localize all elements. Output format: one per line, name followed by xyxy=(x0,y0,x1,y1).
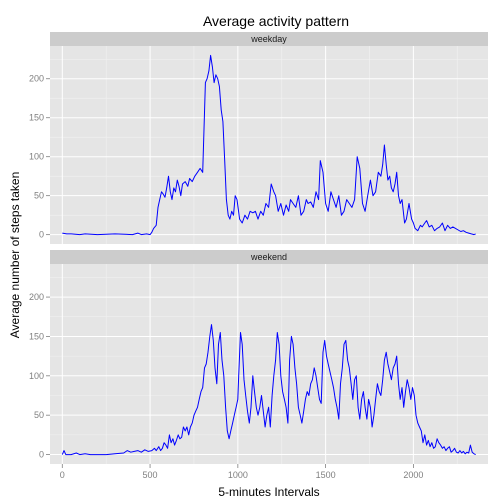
strip-weekend xyxy=(50,250,488,264)
y-tick-label: 0 xyxy=(39,450,44,460)
strip-label-weekend: weekend xyxy=(250,252,287,262)
grid-weekday xyxy=(50,46,488,244)
chart-title: Average activity pattern xyxy=(203,13,349,29)
x-tick-label: 1000 xyxy=(228,470,248,480)
y-tick-label: 150 xyxy=(29,331,44,341)
plot-area-weekend xyxy=(50,264,488,464)
y-axis-title: Average number of steps taken xyxy=(8,172,22,339)
y-tick-label: 150 xyxy=(29,113,44,123)
y-axis-weekday: 0 50 100 150 200 xyxy=(29,74,50,240)
y-tick-label: 100 xyxy=(29,371,44,381)
y-tick-label: 50 xyxy=(34,191,44,201)
strip-label-weekday: weekday xyxy=(250,34,287,44)
x-tick-label: 500 xyxy=(143,470,158,480)
y-tick-label: 100 xyxy=(29,152,44,162)
x-tick-label: 1500 xyxy=(316,470,336,480)
x-tick-label: 0 xyxy=(60,470,65,480)
y-tick-label: 50 xyxy=(34,410,44,420)
panel-weekend: weekend 0 50 100 150 200 xyxy=(29,250,488,464)
panel-weekday: weekday 0 50 100 150 200 xyxy=(29,32,488,244)
y-tick-label: 0 xyxy=(39,230,44,240)
series-line-weekday xyxy=(62,54,476,236)
strip-weekday xyxy=(50,32,488,46)
y-tick-label: 200 xyxy=(29,74,44,84)
y-axis-weekend: 0 50 100 150 200 xyxy=(29,292,50,460)
x-axis-title: 5-minutes Intervals xyxy=(218,485,319,499)
plot-area-weekday xyxy=(50,46,488,244)
y-tick-label: 200 xyxy=(29,292,44,302)
x-tick-label: 2000 xyxy=(403,470,423,480)
x-axis: 0 500 1000 1500 2000 xyxy=(60,464,423,480)
series-line-weekend xyxy=(61,324,476,456)
